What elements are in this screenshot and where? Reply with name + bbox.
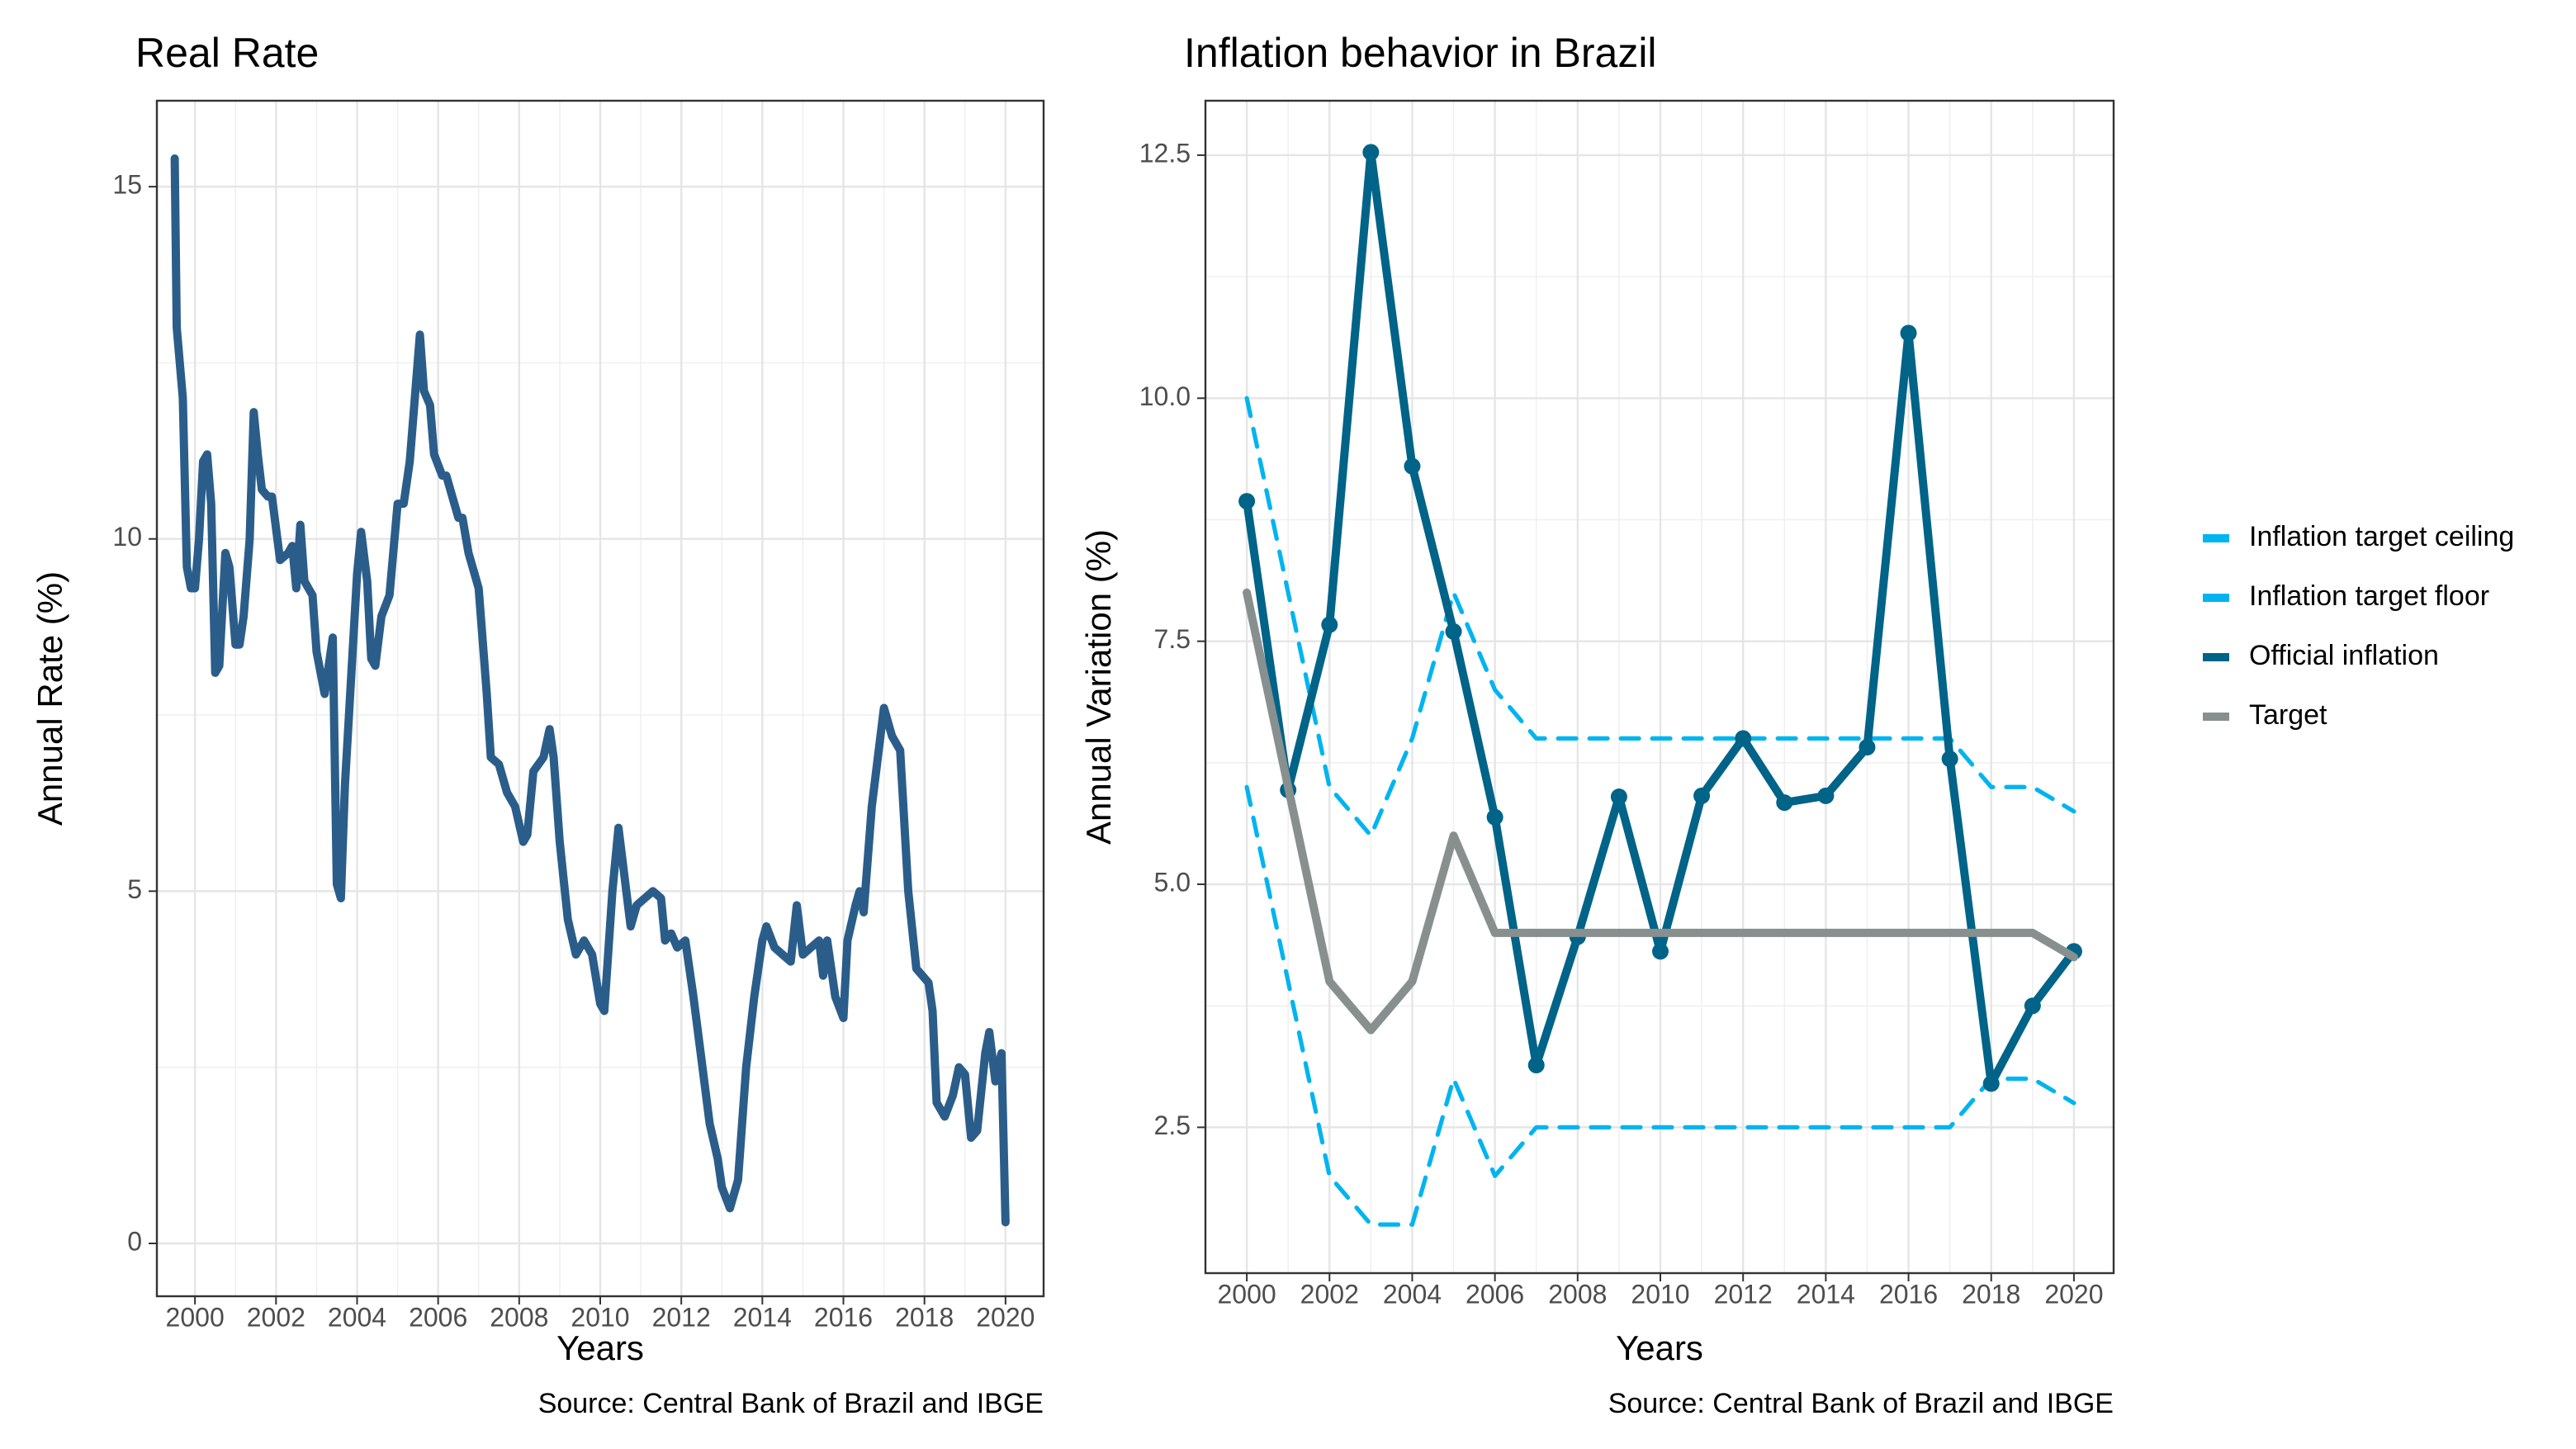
x-tick-label: 2002 bbox=[247, 1302, 305, 1332]
data-line bbox=[1243, 588, 2078, 1035]
x-tick-label: 2004 bbox=[328, 1302, 386, 1332]
data-point bbox=[1735, 730, 1752, 747]
y-axis-title: Annual Variation (%) bbox=[1079, 529, 1118, 845]
legend-label: Inflation target ceiling bbox=[2249, 521, 2514, 552]
x-tick-label: 2002 bbox=[1300, 1279, 1359, 1309]
data-point bbox=[1404, 457, 1421, 475]
data-point bbox=[1776, 794, 1793, 812]
x-tick-label: 2006 bbox=[1466, 1279, 1524, 1309]
plot-border bbox=[155, 99, 1045, 1298]
x-tick-label: 2010 bbox=[571, 1302, 629, 1332]
data-point bbox=[1527, 1057, 1545, 1074]
x-tick-label: 2016 bbox=[814, 1302, 873, 1332]
legend-label: Target bbox=[2249, 699, 2327, 731]
data-point bbox=[1941, 751, 1958, 768]
y-tick-label: 7.5 bbox=[1154, 624, 1191, 654]
data-point bbox=[1652, 943, 1669, 960]
data-point bbox=[1900, 324, 1917, 342]
x-tick-label: 2008 bbox=[490, 1302, 548, 1332]
caption: Source: Central Bank of Brazil and IBGE bbox=[538, 1388, 1044, 1419]
y-tick-label: 10.0 bbox=[1139, 381, 1191, 411]
y-tick-label: 2.5 bbox=[1154, 1110, 1191, 1140]
data-point bbox=[1445, 623, 1462, 640]
y-axis-title: Annual Rate (%) bbox=[31, 571, 69, 826]
plot-border bbox=[1204, 99, 2115, 1275]
x-tick-label: 2006 bbox=[409, 1302, 467, 1332]
x-tick-label: 2018 bbox=[1962, 1279, 2020, 1309]
y-tick-label: 15 bbox=[112, 170, 142, 200]
x-tick-label: 2000 bbox=[1217, 1279, 1276, 1309]
y-tick-label: 10 bbox=[112, 522, 142, 552]
y-tick-label: 5.0 bbox=[1154, 867, 1191, 897]
data-point bbox=[1982, 1075, 2000, 1092]
x-tick-label: 2004 bbox=[1383, 1279, 1442, 1309]
y-tick-label: 12.5 bbox=[1139, 138, 1191, 168]
y-tick-label: 5 bbox=[127, 874, 142, 904]
caption: Source: Central Bank of Brazil and IBGE bbox=[1608, 1388, 2114, 1419]
data-point bbox=[1321, 616, 1338, 633]
data-point bbox=[1238, 493, 1256, 510]
data-point bbox=[1693, 787, 1711, 804]
x-tick-label: 2020 bbox=[2044, 1279, 2103, 1309]
x-tick-label: 2000 bbox=[166, 1302, 225, 1332]
x-tick-label: 2018 bbox=[895, 1302, 954, 1332]
data-point bbox=[1859, 739, 1876, 756]
x-tick-label: 2012 bbox=[652, 1302, 711, 1332]
x-tick-label: 2014 bbox=[1797, 1279, 1855, 1309]
x-tick-label: 2012 bbox=[1714, 1279, 1773, 1309]
x-tick-label: 2014 bbox=[733, 1302, 792, 1332]
x-tick-label: 2008 bbox=[1548, 1279, 1607, 1309]
y-tick-label: 0 bbox=[127, 1226, 142, 1256]
x-axis-title: Years bbox=[1616, 1328, 1703, 1367]
x-axis-title: Years bbox=[556, 1328, 644, 1367]
data-line bbox=[1244, 395, 2076, 838]
chart-title: Real Rate bbox=[135, 30, 319, 76]
x-tick-label: 2020 bbox=[976, 1302, 1035, 1332]
chart-title: Inflation behavior in Brazil bbox=[1184, 30, 1657, 76]
data-point bbox=[1610, 788, 1627, 806]
x-tick-label: 2010 bbox=[1631, 1279, 1689, 1309]
legend-label: Official inflation bbox=[2249, 640, 2439, 671]
data-line bbox=[170, 154, 1010, 1227]
data-line bbox=[1244, 784, 2076, 1227]
data-point bbox=[1362, 144, 1380, 161]
legend-label: Inflation target floor bbox=[2249, 580, 2489, 612]
data-point bbox=[2024, 997, 2041, 1015]
x-tick-label: 2016 bbox=[1879, 1279, 1938, 1309]
data-point bbox=[1486, 808, 1503, 826]
data-point bbox=[1817, 787, 1835, 804]
